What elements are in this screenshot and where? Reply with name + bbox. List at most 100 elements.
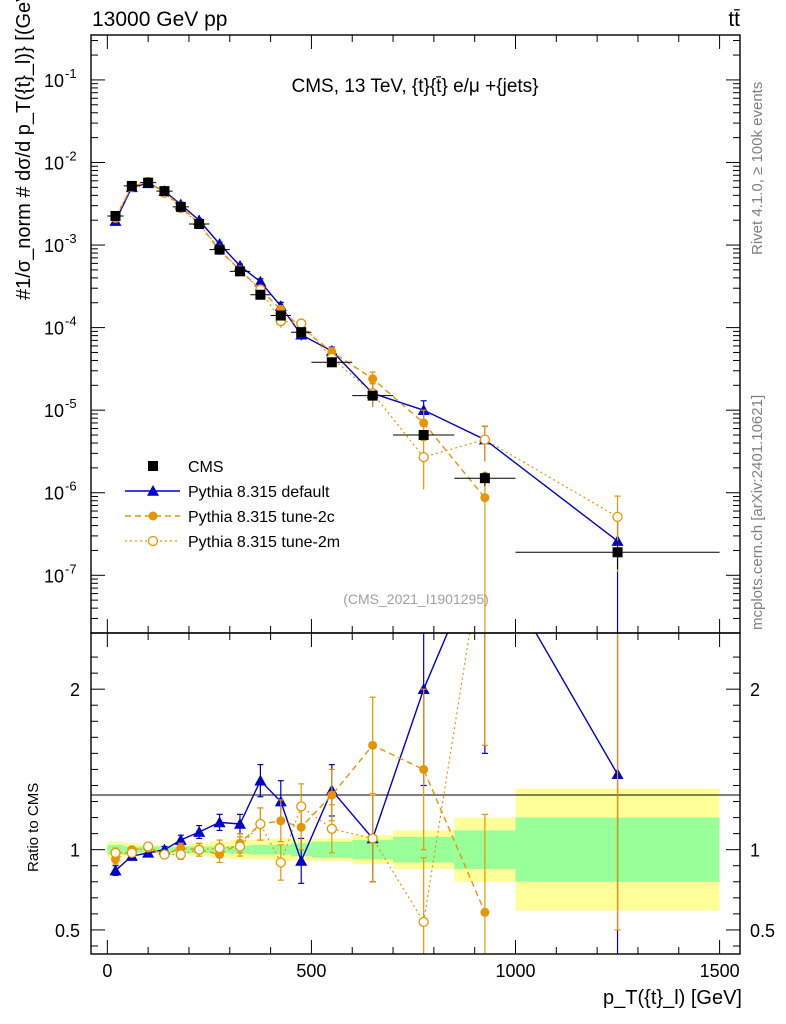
ratio-ytick-label-left-1: 1 <box>70 841 80 861</box>
legend-label-tune2m: Pythia 8.315 tune-2m <box>188 534 340 551</box>
ratio-point-tune2m-2 <box>142 841 154 852</box>
ratio-point-default-6 <box>213 816 226 828</box>
rivet-version-label: Rivet 4.1.0, ≥ 100k events <box>749 82 766 255</box>
main-ytick-exp-0: -7 <box>65 561 77 576</box>
x-axis-label: p_T({t}_l) [GeV] <box>603 987 742 1009</box>
data-point-8 <box>255 289 266 300</box>
data-point-1 <box>126 180 137 191</box>
main-ytick-label-4: 10 <box>44 236 64 256</box>
main-line-tune2m <box>114 181 618 518</box>
ratio-point-tune2m-1 <box>126 847 137 859</box>
main-ytick-exp-5: -2 <box>65 148 77 163</box>
ratio-point-default-8 <box>254 774 267 786</box>
ratio-point-tune2m-12 <box>367 833 378 844</box>
ratio-point-tune2m-11 <box>326 823 337 834</box>
data-point-15 <box>612 547 623 558</box>
ratio-point-tune2m-5 <box>194 844 205 855</box>
y-axis-label-main: #1/σ_norm # dσ/d p_T({t}_l)} [(GeV)^-1] <box>13 0 35 300</box>
data-point-2 <box>143 177 154 188</box>
ratio-point-default-4 <box>174 834 187 845</box>
data-point-0 <box>110 210 121 221</box>
data-point-13 <box>418 430 429 441</box>
ratio-point-tune2c-9 <box>276 816 286 826</box>
legend-marker-tune2c <box>148 511 158 521</box>
ratio-ytick-label-right-1: 1 <box>750 841 760 861</box>
ratio-point-tune2c-11 <box>327 790 337 800</box>
y-axis-label-ratio: Ratio to CMS <box>25 783 42 872</box>
axes-ticks: 0 500 1000 150010-710-610-510-410-310-210-1… <box>44 35 775 981</box>
ratio-ytick-label-left-0: 0.5 <box>55 921 80 941</box>
data-point-6 <box>214 244 225 255</box>
main-point-tune2m-13 <box>418 451 429 463</box>
main-point-tune2c-14 <box>480 493 490 503</box>
data-point-5 <box>194 218 205 229</box>
mcplots-label: mcplots.cern.ch [arXiv:2401.10621] <box>749 395 766 630</box>
main-plot-layer <box>107 176 720 633</box>
analysis-tag: (CMS_2021_I1901295) <box>343 591 489 607</box>
ratio-point-default-13 <box>417 683 430 694</box>
main-point-tune2m-14 <box>479 434 491 445</box>
x-tick-label-1: 500 <box>296 961 326 981</box>
main-ytick-exp-2: -5 <box>65 396 77 411</box>
legend-marker-default <box>147 485 159 496</box>
data-point-3 <box>159 186 170 197</box>
main-ytick-label-2: 10 <box>44 401 64 421</box>
legend-marker-data <box>148 461 158 471</box>
ratio-point-tune2c-13 <box>419 764 429 774</box>
main-ytick-exp-6: -1 <box>65 66 77 81</box>
data-point-7 <box>234 266 245 277</box>
data-point-14 <box>479 473 490 484</box>
data-point-4 <box>175 201 186 212</box>
ratio-point-tune2m-8 <box>255 818 266 830</box>
ratio-line-tune2m <box>115 633 471 924</box>
ratio-point-default-10 <box>295 854 308 866</box>
main-ytick-exp-1: -6 <box>65 479 77 494</box>
data-point-10 <box>296 327 307 338</box>
ratio-point-tune2m-4 <box>175 849 186 860</box>
header-right-label: tt̄ <box>728 8 740 31</box>
ratio-ytick-label-right-0: 0.5 <box>750 921 775 941</box>
x-tick-label-3: 1500 <box>700 961 740 981</box>
data-point-11 <box>326 357 337 368</box>
main-ytick-exp-4: -3 <box>65 231 77 246</box>
main-point-tune2m-10 <box>296 318 307 329</box>
ratio-band-inner-8 <box>250 844 271 855</box>
ratio-point-tune2m-7 <box>234 841 246 852</box>
svg-text:#1/σ_norm # dσ/d p_T({t}_l)} [: #1/σ_norm # dσ/d p_T({t}_l)} [(GeV)^-1] <box>13 0 35 300</box>
ratio-plot-frame <box>90 632 741 955</box>
main-point-default-8 <box>254 275 267 287</box>
header-left-label: 13000 GeV pp <box>92 8 227 31</box>
ratio-ytick-label-right-2: 2 <box>750 680 760 700</box>
main-ytick-label-6: 10 <box>44 71 64 91</box>
legend-label-tune2c: Pythia 8.315 tune-2c <box>188 509 335 526</box>
main-point-tune2c-13 <box>419 418 429 428</box>
ratio-point-tune2c-12 <box>368 740 378 750</box>
legend-label-data: CMS <box>188 459 224 476</box>
ratio-point-tune2m-9 <box>275 857 286 868</box>
legend: CMS Pythia 8.315 default Pythia 8.315 tune… <box>125 459 340 551</box>
chart-title: CMS, 13 TeV, {t}{t̄} e/μ +{jets} <box>291 76 538 97</box>
x-tick-label-2: 1000 <box>495 961 535 981</box>
main-ytick-label-0: 10 <box>44 566 64 586</box>
legend-label-default: Pythia 8.315 default <box>188 484 330 501</box>
ratio-point-tune2m-13 <box>418 916 429 928</box>
ratio-point-tune2m-6 <box>214 842 225 854</box>
main-line-tune2c <box>114 181 486 499</box>
ratio-point-default-5 <box>193 826 206 837</box>
main-point-tune2m-15 <box>612 511 623 523</box>
data-point-12 <box>367 390 378 401</box>
main-ytick-exp-3: -4 <box>65 314 77 329</box>
ratio-point-tune2m-3 <box>159 849 170 860</box>
data-point-9 <box>275 310 286 321</box>
main-ytick-label-3: 10 <box>44 319 64 339</box>
ratio-point-tune2m-0 <box>110 847 121 859</box>
legend-marker-tune2m <box>147 535 159 547</box>
main-point-tune2c-12 <box>368 374 378 384</box>
ratio-plot-layer <box>109 633 624 954</box>
ratio-point-tune2c-14 <box>480 907 490 917</box>
main-ytick-label-1: 10 <box>44 484 64 504</box>
main-ytick-label-5: 10 <box>44 153 64 173</box>
x-tick-label-0: 0 <box>102 961 112 981</box>
ratio-ytick-label-left-2: 2 <box>70 680 80 700</box>
